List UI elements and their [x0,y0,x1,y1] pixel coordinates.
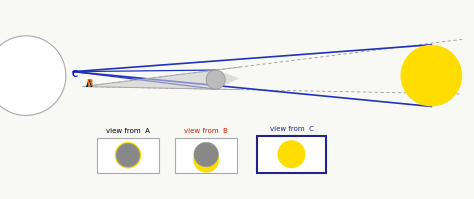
Circle shape [206,70,225,89]
Bar [97,138,159,173]
Bar [257,136,326,173]
Text: view from  B: view from B [184,128,228,134]
Circle shape [193,147,219,173]
Circle shape [115,142,141,169]
Circle shape [116,143,140,167]
Text: A: A [86,80,92,89]
Circle shape [0,36,66,115]
Polygon shape [83,70,239,89]
Circle shape [194,142,219,167]
Text: view from  A: view from A [106,128,150,134]
Text: C: C [72,70,78,79]
Text: view from  C: view from C [270,126,313,132]
Text: B: B [86,79,92,88]
Circle shape [277,140,306,168]
Circle shape [401,45,462,106]
Bar [175,138,237,173]
